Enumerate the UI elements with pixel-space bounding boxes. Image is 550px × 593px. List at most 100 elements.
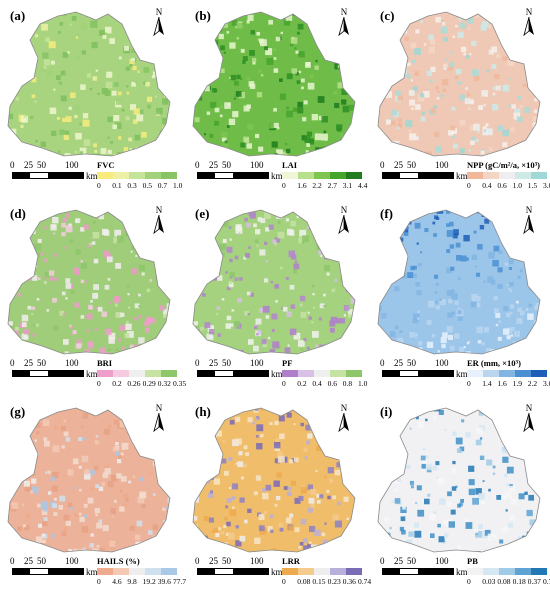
north-label: N bbox=[340, 205, 348, 215]
north-arrow-icon: N bbox=[522, 8, 536, 38]
legend-swatch bbox=[97, 568, 113, 575]
map-legend: LRR 0 0.08 0.15 0.23 0.36 0.74 bbox=[282, 556, 371, 591]
legend-tick-label: 39.6 bbox=[157, 577, 171, 586]
legend-tick-label: 1.9 bbox=[512, 379, 522, 388]
scale-tick-label: 0 bbox=[380, 160, 385, 170]
scale-unit: km bbox=[456, 369, 468, 379]
legend-swatch bbox=[346, 172, 362, 179]
legend-tick-label: 0.23 bbox=[327, 577, 341, 586]
legend-title: HAILS (%) bbox=[97, 556, 140, 566]
legend-tick-label: 0 bbox=[282, 577, 286, 586]
north-label: N bbox=[525, 403, 533, 413]
region-map bbox=[7, 407, 171, 553]
region-map bbox=[377, 407, 541, 553]
legend-tick-label: 0.4 bbox=[312, 379, 322, 388]
scale-tick-label: 100 bbox=[250, 358, 264, 368]
legend-swatch bbox=[531, 172, 547, 179]
north-label: N bbox=[525, 205, 533, 215]
legend-swatch bbox=[330, 172, 346, 179]
north-arrow-icon: N bbox=[522, 404, 536, 434]
scale-unit: km bbox=[271, 567, 283, 577]
legend-tick-label: 1.6 bbox=[297, 181, 307, 190]
scale-bar: 0 25 50 100 km bbox=[195, 160, 283, 190]
scale-tick-label: 50 bbox=[407, 556, 416, 566]
legend-tick-label: 1.0 bbox=[358, 379, 368, 388]
scale-bar: 0 25 50 100 km bbox=[380, 160, 468, 190]
legend-tick-label: 1.0 bbox=[512, 181, 522, 190]
legend-tick-label: 0.1 bbox=[112, 181, 122, 190]
legend-tick-label: 0.5 bbox=[142, 181, 152, 190]
panel-label: (g) bbox=[10, 404, 26, 419]
legend-tick-label: 0.3 bbox=[127, 181, 137, 190]
scale-tick-label: 50 bbox=[37, 358, 46, 368]
legend-swatch bbox=[145, 172, 161, 179]
legend-tick-label: 0.6 bbox=[327, 379, 337, 388]
legend-tick-label: 9.8 bbox=[127, 577, 137, 586]
legend-swatch bbox=[499, 370, 515, 377]
scale-tick-label: 50 bbox=[407, 358, 416, 368]
legend-swatch bbox=[113, 172, 129, 179]
panel-label: (c) bbox=[380, 8, 395, 23]
legend-tick-label: 77.7 bbox=[173, 577, 187, 586]
legend-tick-label: 0.08 bbox=[297, 577, 311, 586]
legend-tick-label: 0 bbox=[467, 181, 471, 190]
scale-tick-label: 0 bbox=[195, 358, 200, 368]
map-legend: NPP (gC/m²/a, ×10³) 0 0.4 0.6 1.0 1.5 3.0 bbox=[467, 160, 550, 195]
legend-title: PB bbox=[467, 556, 478, 566]
north-label: N bbox=[155, 205, 163, 215]
scale-tick-label: 50 bbox=[37, 556, 46, 566]
legend-swatch bbox=[499, 172, 515, 179]
legend-swatch bbox=[467, 370, 483, 377]
legend-tick-label: 3.0 bbox=[543, 379, 550, 388]
north-arrow-icon: N bbox=[152, 8, 166, 38]
legend-tick-label: 0 bbox=[282, 379, 286, 388]
scale-unit: km bbox=[456, 567, 468, 577]
north-label: N bbox=[155, 403, 163, 413]
region-map bbox=[192, 209, 356, 355]
scale-unit: km bbox=[456, 171, 468, 181]
scale-bar: 0 25 50 100 km bbox=[195, 358, 283, 388]
legend-swatch bbox=[531, 370, 547, 377]
legend-tick-label: 2.2 bbox=[527, 379, 538, 388]
legend-tick-label: 0.4 bbox=[482, 181, 492, 190]
legend-swatch bbox=[97, 172, 113, 179]
scale-tick-label: 0 bbox=[380, 358, 385, 368]
legend-tick-label: 0 bbox=[467, 577, 471, 586]
legend-tick-label: 0.37 bbox=[527, 577, 541, 586]
legend-swatch bbox=[298, 172, 314, 179]
map-panel: (a) N 0 25 50 100 km FVC 0 0.1 0.3 0.5 0.7 1.0 bbox=[0, 2, 182, 197]
legend-tick-label: 2.2 bbox=[312, 181, 322, 190]
legend-title: NPP (gC/m²/a, ×10³) bbox=[467, 160, 540, 170]
legend-tick-label: 3.0 bbox=[543, 181, 550, 190]
legend-title: LRR bbox=[282, 556, 300, 566]
scale-tick-label: 50 bbox=[222, 160, 231, 170]
panel-label: (i) bbox=[380, 404, 393, 419]
scale-tick-label: 25 bbox=[209, 358, 218, 368]
scale-bar: 0 25 50 100 km bbox=[10, 358, 98, 388]
legend-tick-label: 0.08 bbox=[497, 577, 511, 586]
legend-swatch bbox=[483, 172, 499, 179]
scale-tick-label: 0 bbox=[195, 556, 200, 566]
legend-swatch bbox=[346, 370, 362, 377]
scale-tick-label: 50 bbox=[407, 160, 416, 170]
legend-tick-label: 1.6 bbox=[497, 379, 507, 388]
map-panel: (f) N 0 25 50 100 km ER (mm, ×10³) 0 1.4 1.6 1.9 2.2… bbox=[370, 200, 550, 395]
map-panel: (c) N 0 25 50 100 km NPP (gC/m²/a, ×10³) 0 0.4 0.6… bbox=[370, 2, 550, 197]
legend-swatch bbox=[145, 568, 161, 575]
legend-swatch bbox=[113, 568, 129, 575]
panel-label: (b) bbox=[195, 8, 211, 23]
legend-tick-label: 0.76 bbox=[543, 577, 550, 586]
legend-swatch bbox=[483, 370, 499, 377]
legend-tick-label: 1.5 bbox=[527, 181, 538, 190]
legend-tick-label: 0.8 bbox=[342, 379, 353, 388]
legend-tick-label: 0.2 bbox=[297, 379, 307, 388]
legend-swatch bbox=[467, 568, 483, 575]
north-arrow-icon: N bbox=[152, 404, 166, 434]
scale-tick-label: 100 bbox=[435, 358, 449, 368]
scale-tick-label: 100 bbox=[65, 358, 79, 368]
legend-title: ER (mm, ×10³) bbox=[467, 358, 521, 368]
panel-label: (f) bbox=[380, 206, 393, 221]
region-map bbox=[192, 407, 356, 553]
legend-swatch bbox=[483, 568, 499, 575]
legend-tick-label: 0.29 bbox=[142, 379, 156, 388]
